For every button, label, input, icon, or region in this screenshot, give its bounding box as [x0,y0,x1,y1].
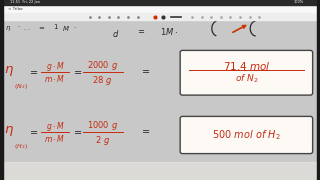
Text: 1: 1 [53,24,57,30]
Text: $\eta$: $\eta$ [5,24,11,33]
Text: · ·: · · [24,27,30,32]
Text: $M$: $M$ [62,24,70,33]
Text: =: = [138,27,145,36]
Text: $2\ g$: $2\ g$ [95,134,110,147]
FancyBboxPatch shape [180,50,313,95]
Text: $(H_2)$: $(H_2)$ [14,142,28,151]
Text: $m \cdot M$: $m \cdot M$ [44,73,66,84]
Bar [0,162,320,180]
Text: =: = [141,67,150,77]
Text: =: = [38,26,44,32]
Text: $\mathit{of\ N_2}$: $\mathit{of\ N_2}$ [235,73,258,85]
Text: =: = [74,69,83,78]
Bar [0,0,320,5]
Bar [0,5,320,14]
Text: $g \cdot M$: $g \cdot M$ [46,60,64,73]
Text: ·: · [74,26,76,32]
Text: $1000\ g$: $1000\ g$ [87,120,118,132]
Text: $\eta$: $\eta$ [4,64,14,78]
Text: =: = [141,127,150,137]
Text: =: = [29,69,38,78]
Text: $(N_2)$: $(N_2)$ [14,82,28,91]
Text: 11:51  Fri, 22 Jan: 11:51 Fri, 22 Jan [10,0,39,4]
Text: =: = [74,129,83,138]
Text: $1M\cdot$: $1M\cdot$ [160,26,178,37]
Text: 100%: 100% [294,0,304,4]
Text: $g \cdot M$: $g \cdot M$ [46,120,64,133]
Text: $d$: $d$ [112,28,119,39]
Bar [0,0,3,180]
Text: $m \cdot M$: $m \cdot M$ [44,133,66,144]
Text: =: = [29,129,38,138]
Text: $\mathit{500\ mol\ of\ H_2}$: $\mathit{500\ mol\ of\ H_2}$ [212,128,281,142]
Text: < Tribo: < Tribo [8,7,23,12]
Bar [0,14,320,20]
FancyBboxPatch shape [180,116,313,154]
Text: $\eta$: $\eta$ [4,124,14,138]
Text: $28\ g$: $28\ g$ [92,74,113,87]
Text: $2000\ g$: $2000\ g$ [87,60,118,73]
Text: $71.4\ \mathit{mol}$: $71.4\ \mathit{mol}$ [222,60,270,72]
Bar [317,0,320,180]
Text: ·: · [18,24,20,30]
